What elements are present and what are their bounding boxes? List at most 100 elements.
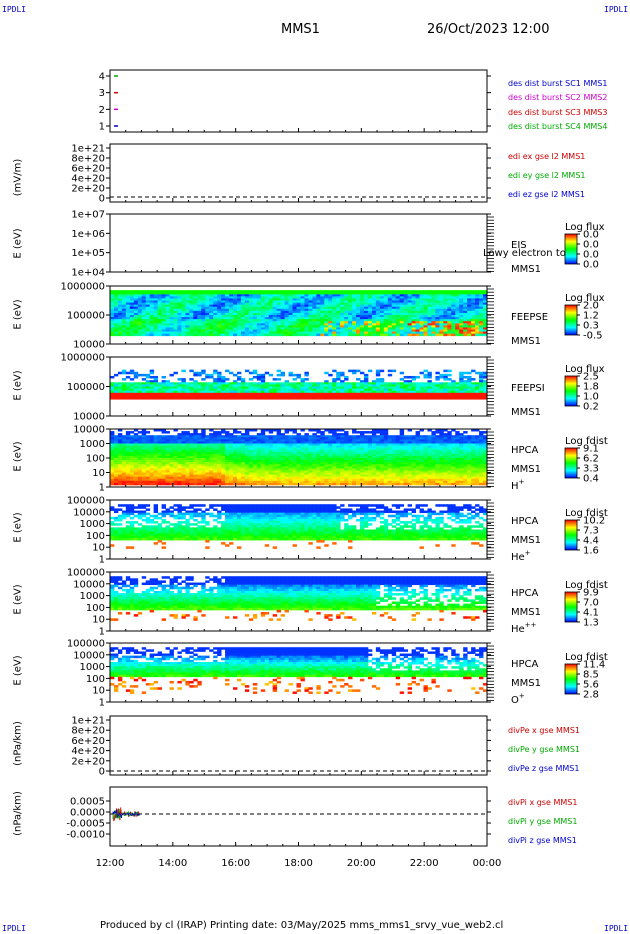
ytick-label-divpe: 2e+20 (71, 756, 105, 767)
ytick-label-hpca-he: 1 (99, 555, 105, 566)
instrument-label-hpca-o: O+ (511, 692, 525, 706)
xaxis-label-2: 16:00 (221, 858, 250, 869)
ytick-label-divpe: 6e+20 (71, 736, 105, 747)
datetime-title: 26/Oct/2023 12:00 (427, 22, 550, 37)
colorbar-tick-hpca-hepp: 1.3 (583, 618, 599, 629)
colorbar-title-feepsi: Log flux (565, 364, 605, 375)
ytick-label-hpca-he: 1000 (80, 519, 105, 530)
colorbar-feepse (564, 304, 578, 336)
ytick-label-hpca-he: 100 (86, 531, 105, 542)
divpe-label-y: divPe y gse MMS1 (508, 745, 580, 754)
ytick-label-burst: 1 (99, 122, 105, 133)
ytick-label-hpca-hepp: 10000 (73, 579, 105, 590)
ytick-label-eis: 1e+06 (71, 229, 105, 240)
ytick-label-hpca-h: 1000 (80, 439, 105, 450)
colorbar-hpca-hepp (564, 591, 578, 623)
ytick-label-edi: 0 (99, 194, 105, 205)
ytick-label-eis: 1e+05 (71, 248, 105, 259)
panel-frame-burst (109, 69, 488, 133)
ytick-label-hpca-o: 10 (92, 686, 105, 697)
colorbar-tick-hpca-h: 0.4 (583, 474, 599, 485)
instrument-label-feepse: MMS1 (511, 336, 541, 347)
instrument-label-hpca-hepp: He++ (511, 621, 537, 635)
xaxis-label-6: 00:00 (473, 858, 502, 869)
colorbar-tick-eis: 0.0 (583, 250, 599, 261)
colorbar-tick-hpca-he: 7.3 (583, 526, 599, 537)
ytick-label-hpca-he: 10 (92, 543, 105, 554)
ytick-label-hpca-hepp: 10 (92, 615, 105, 626)
ytick-label-hpca-o: 1000 (80, 662, 105, 673)
colorbar-tick-hpca-h: 6.2 (583, 454, 599, 465)
colorbar-tick-feepse: 0.3 (583, 321, 599, 332)
burst-label-1: des dist burst SC1 MMS1 (508, 79, 608, 88)
heatmap-cells-o (110, 647, 488, 694)
ytick-label-hpca-hepp: 1000 (80, 591, 105, 602)
panel-frame-divpi (109, 786, 488, 847)
divpi-label-x: divPi x gse MMS1 (508, 798, 578, 807)
instrument-label-hpca-h: MMS1 (511, 464, 541, 475)
ytick-label-hpca-o: 10000 (73, 650, 105, 661)
colorbar-tick-feepsi: 1.8 (583, 382, 599, 393)
divpe-label-z: divPe z gse MMS1 (508, 764, 580, 773)
burst-label-3: des dist burst SC3 MMS3 (508, 108, 608, 117)
ytick-label-hpca-hepp: 100 (86, 603, 105, 614)
ytick-label-hpca-h: 10 (92, 468, 105, 479)
colorbar-tick-hpca-o: 5.6 (583, 680, 599, 691)
ytick-label-feepsi: 10000 (73, 412, 105, 423)
ytick-label-hpca-h: 100 (86, 454, 105, 465)
xaxis-label-4: 20:00 (347, 858, 376, 869)
ytick-label-eis: 1e+04 (71, 268, 105, 279)
colorbar-tick-hpca-he: 4.4 (583, 536, 599, 547)
burst-label-2: des dist burst SC2 MMS2 (508, 93, 608, 102)
instrument-label-hpca-he: HPCA (511, 516, 539, 527)
instrument-label-eis: EIS (511, 240, 527, 251)
ytick-label-hpca-h: 1 (99, 483, 105, 494)
colorbar-tick-hpca-hepp: 9.9 (583, 588, 599, 599)
heatmap-cells-feepse (110, 290, 488, 337)
divpi-trace-z (112, 810, 140, 818)
ytick-label-edi: 2e+20 (71, 184, 105, 195)
colorbar-tick-hpca-o: 11.4 (583, 660, 605, 671)
ytick-label-hpca-he: 100000 (67, 496, 105, 507)
instrument-label-eis: MMS1 (511, 264, 541, 275)
ytick-label-edi: 8e+20 (71, 154, 105, 165)
instrument-label-hpca-he: He+ (511, 549, 531, 563)
colorbar-tick-eis: 0.0 (583, 240, 599, 251)
ytick-label-edi: 6e+20 (71, 164, 105, 175)
colorbar-tick-hpca-o: 8.5 (583, 670, 599, 681)
colorbar-tick-feepse: 1.2 (583, 311, 599, 322)
ytick-label-divpe: 0 (99, 767, 105, 778)
ytick-label-hpca-o: 100000 (67, 639, 105, 650)
colorbar-tick-eis: 0.0 (583, 230, 599, 241)
colorbar-tick-feepsi: 0.2 (583, 402, 599, 413)
burst-label-4: des dist burst SC4 MMS4 (508, 122, 608, 131)
xaxis-label-5: 22:00 (410, 858, 439, 869)
ytick-label-feepse: 10000 (73, 340, 105, 351)
colorbar-eis (564, 233, 578, 265)
instrument-label-hpca-he: MMS1 (511, 535, 541, 546)
colorbar-tick-hpca-hepp: 7.0 (583, 598, 599, 609)
heatmap-cells-h (110, 429, 488, 486)
xaxis-label-3: 18:00 (284, 858, 313, 869)
ytick-label-hpca-o: 1 (99, 698, 105, 709)
ytick-label-divpi: -0.0010 (66, 830, 105, 841)
xaxis-label-1: 14:00 (158, 858, 187, 869)
ytick-label-edi: 1e+21 (71, 144, 105, 155)
panel-frame-edi (109, 143, 488, 203)
corner-label-tr: IPDLI (604, 5, 629, 14)
eis-overlay-text: Lowy electron to (483, 248, 566, 259)
ytick-label-divpe: 8e+20 (71, 726, 105, 737)
instrument-label-feepsi: MMS1 (511, 407, 541, 418)
ytick-label-hpca-he: 10000 (73, 507, 105, 518)
colorbar-tick-hpca-h: 3.3 (583, 464, 599, 475)
colorbar-tick-hpca-h: 9.1 (583, 444, 599, 455)
colorbar-tick-hpca-he: 1.6 (583, 546, 599, 557)
heatmap-cells-hepp (110, 576, 488, 621)
corner-label-bl: IPDLI (2, 924, 27, 933)
edi-label-z: edi ez gse l2 MMS1 (508, 190, 585, 199)
colorbar-title-feepse: Log flux (565, 293, 605, 304)
ytick-label-hpca-o: 100 (86, 674, 105, 685)
xaxis-label-0: 12:00 (96, 858, 125, 869)
ytick-label-divpi: 0.0000 (70, 808, 105, 819)
spacecraft-title: MMS1 (281, 22, 320, 37)
